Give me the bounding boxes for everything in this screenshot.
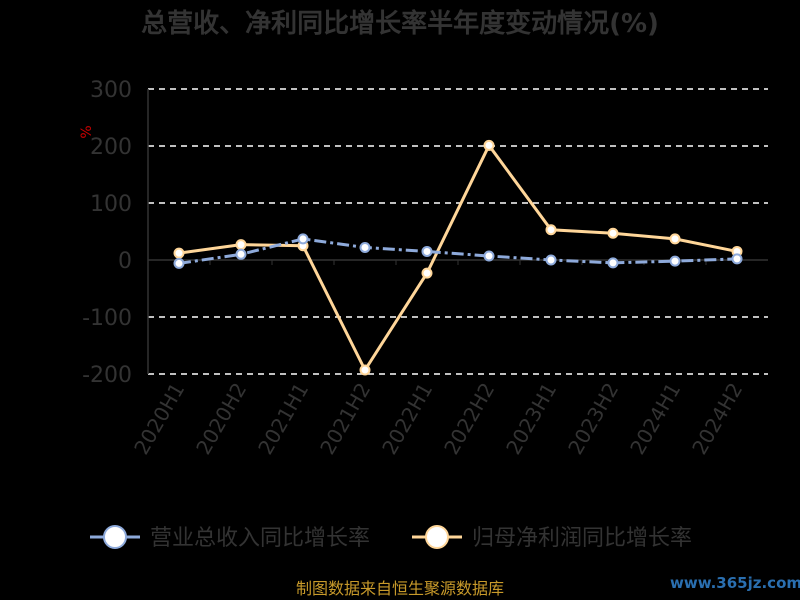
data-point [545,254,557,266]
chart-title: 总营收、净利同比增长率半年度变动情况(%) [141,8,659,39]
x-tick-label: 2024H2 [687,379,747,459]
data-point [421,245,433,257]
x-tick-label: 2023H1 [501,379,561,459]
data-point [359,364,371,376]
y-tick-label: 200 [90,135,132,160]
y-axis-unit-label: % [79,125,95,138]
grid-lines [148,88,768,375]
data-point [669,233,681,245]
y-tick-label: -200 [82,363,132,388]
x-tick-label: 2020H1 [129,379,189,459]
data-point [173,257,185,269]
data-point [545,224,557,236]
series-line-1 [178,142,738,374]
y-tick-label: 300 [90,78,132,103]
data-point [297,233,309,245]
data-point [607,227,619,239]
x-tick-label: 2021H1 [253,379,313,459]
data-point [669,255,681,267]
legend-marker [425,525,449,549]
x-tick-label: 2022H1 [377,379,437,459]
legend-label: 归母净利润同比增长率 [472,526,692,551]
watermark: www.365jz.com [670,574,800,592]
series-line-0 [178,237,738,265]
data-point [359,241,371,253]
axes [147,89,768,374]
x-tick-label: 2023H2 [563,379,623,459]
data-point [607,257,619,269]
x-tick-label: 2021H2 [315,379,375,459]
x-tick-label: 2024H1 [625,379,685,459]
legend: 营业总收入同比增长率 归母净利润同比增长率 [90,525,692,551]
data-point [483,139,495,151]
data-point [731,253,743,265]
legend-marker [103,525,127,549]
data-point [421,267,433,279]
y-tick-labels: -200 -100 0 100 200 300 [82,78,132,388]
legend-label: 营业总收入同比增长率 [150,526,370,551]
data-point [235,248,247,260]
data-point [173,247,185,259]
data-point [483,250,495,262]
y-tick-label: 0 [118,249,132,274]
y-tick-label: 100 [90,192,132,217]
y-tick-label: -100 [82,306,132,331]
series-lines [173,139,743,376]
x-tick-label: 2020H2 [191,379,251,459]
data-point [235,239,247,251]
x-tick-label: 2022H2 [439,379,499,459]
x-tick-labels: 2020H1 2020H2 2021H1 2021H2 2022H1 2022H2 2023… [129,379,747,459]
data-source-note: 制图数据来自恒生聚源数据库 [296,579,504,598]
